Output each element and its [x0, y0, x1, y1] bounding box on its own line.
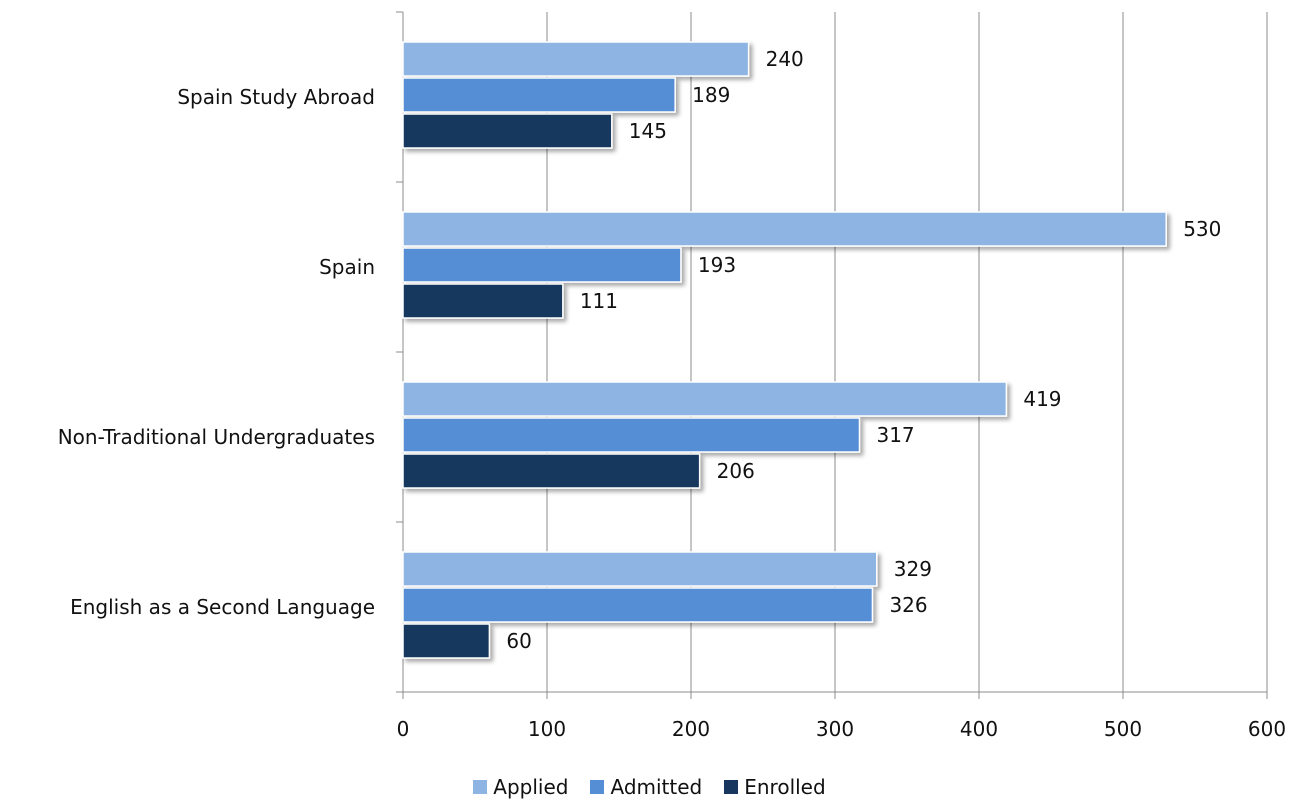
legend: Applied Admitted Enrolled	[0, 772, 1299, 802]
bar-enrolled	[402, 623, 491, 659]
x-tick-label: 200	[672, 717, 710, 741]
bar-enrolled	[402, 283, 564, 319]
category-label: Spain	[319, 255, 375, 279]
bar-admitted	[402, 247, 682, 283]
legend-label: Enrolled	[744, 775, 826, 799]
bar-applied	[402, 211, 1167, 247]
data-label: 326	[889, 593, 927, 617]
data-label: 317	[876, 423, 914, 447]
legend-item-applied: Applied	[473, 775, 568, 799]
legend-label: Admitted	[610, 775, 703, 799]
data-label: 419	[1023, 387, 1061, 411]
data-label: 193	[698, 253, 736, 277]
data-label: 240	[766, 47, 804, 71]
legend-item-enrolled: Enrolled	[724, 775, 826, 799]
bar-applied	[402, 41, 750, 77]
category-label: Spain Study Abroad	[177, 85, 375, 109]
bar-applied	[402, 551, 878, 587]
data-label: 145	[629, 119, 667, 143]
bar-admitted	[402, 417, 861, 453]
x-tick-label: 600	[1248, 717, 1286, 741]
bar-applied	[402, 381, 1008, 417]
x-tick-label: 400	[960, 717, 998, 741]
x-tick-label: 100	[528, 717, 566, 741]
bar-chart: 0 100 200 300 400 500 600 Spain Study Abroad Spa…	[58, 11, 1286, 741]
bars	[402, 41, 1167, 659]
legend-swatch	[590, 780, 605, 794]
bar-admitted	[402, 587, 874, 623]
legend-item-admitted: Admitted	[590, 775, 702, 799]
legend-swatch	[724, 780, 739, 794]
legend-swatch	[473, 780, 488, 794]
category-label: English as a Second Language	[70, 595, 375, 619]
x-tick-label: 500	[1104, 717, 1142, 741]
x-tick-label: 0	[397, 717, 410, 741]
x-tick-label: 300	[816, 717, 854, 741]
bar-enrolled	[402, 453, 701, 489]
category-label: Non-Traditional Undergraduates	[58, 425, 375, 449]
labels: 0 100 200 300 400 500 600 Spain Study Abroad Spa…	[58, 47, 1286, 741]
data-label: 189	[692, 83, 730, 107]
bar-admitted	[402, 77, 676, 113]
data-label: 530	[1183, 217, 1221, 241]
data-label: 60	[506, 629, 531, 653]
data-label: 329	[894, 557, 932, 581]
legend-label: Applied	[493, 775, 569, 799]
bar-enrolled	[402, 113, 613, 149]
data-label: 111	[580, 289, 618, 313]
data-label: 206	[717, 459, 755, 483]
